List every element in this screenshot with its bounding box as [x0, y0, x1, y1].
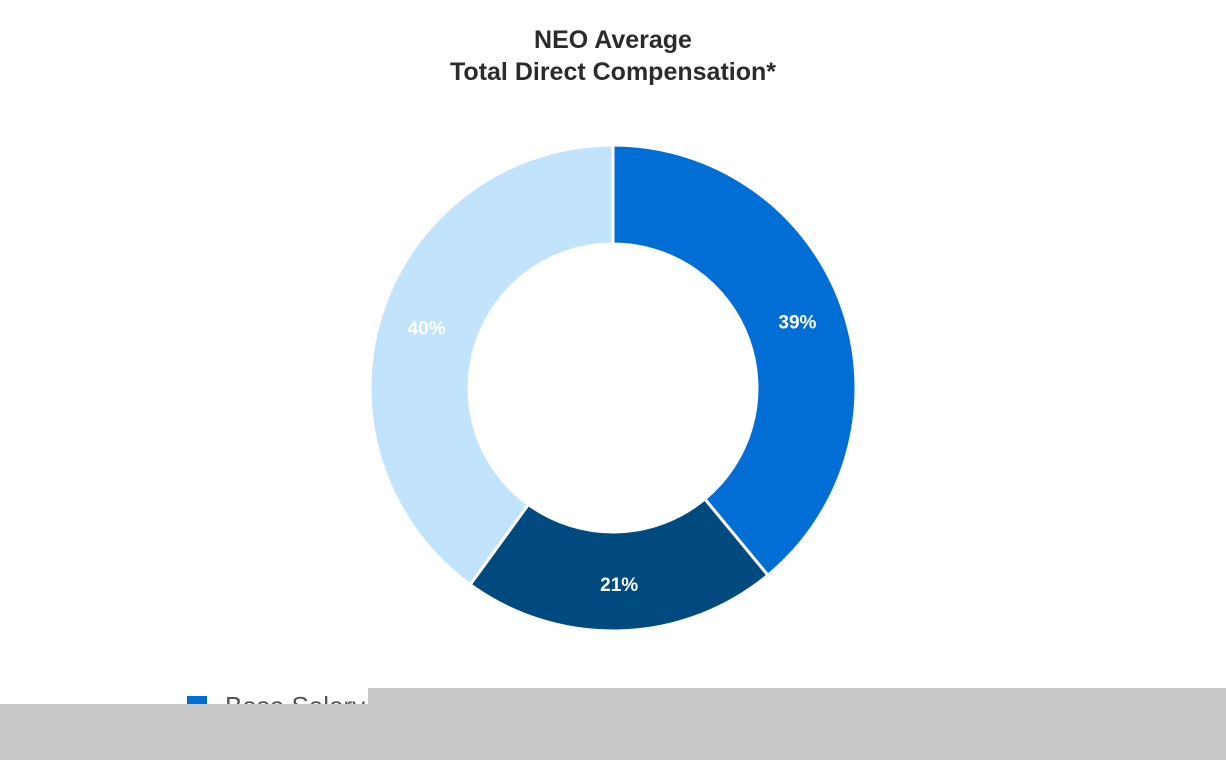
- chart-title-line-2: Total Direct Compensation*: [450, 58, 776, 86]
- donut-slice-0: [611, 143, 858, 578]
- donut-slice-1: [468, 496, 771, 633]
- chart-title: NEO Average Total Direct Compensation*: [0, 24, 1226, 88]
- donut-slice-2: [368, 143, 615, 587]
- chart-title-line-1: NEO Average: [534, 26, 692, 54]
- gray-occluder-band: [0, 704, 1226, 760]
- slice-label-1: 21%: [600, 575, 638, 596]
- slice-label-2: 40%: [408, 318, 446, 339]
- slice-label-0: 39%: [778, 313, 816, 334]
